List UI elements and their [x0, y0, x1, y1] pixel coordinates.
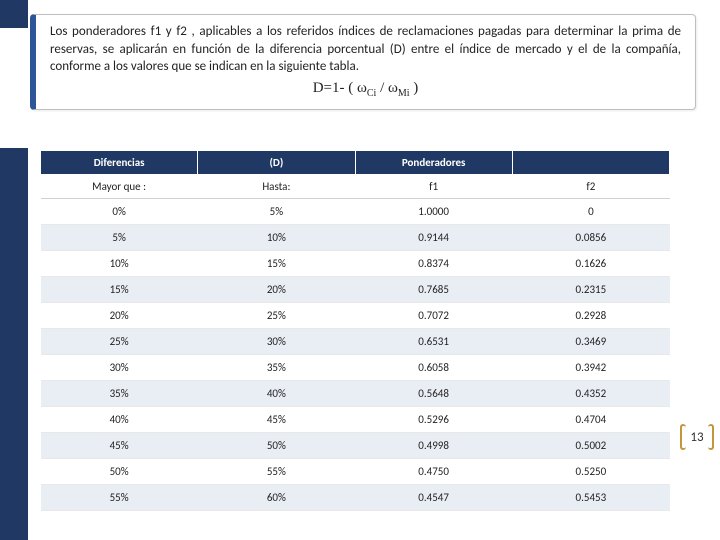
description-box: Los ponderadores f1 y f2 , aplicables a … — [30, 14, 696, 110]
table-cell-from: 5% — [41, 225, 198, 251]
table-cell-f1: 1.0000 — [355, 199, 512, 225]
table-cell-f1: 0.5648 — [355, 381, 512, 407]
table-cell-f2: 0.2928 — [512, 303, 669, 329]
table-cell-f2: 0.1626 — [512, 251, 669, 277]
table-cell-f1: 0.9144 — [355, 225, 512, 251]
table-cell-f2: 0.3469 — [512, 329, 669, 355]
table-cell-from: 30% — [41, 355, 198, 381]
hdr-hasta: Hasta: — [198, 175, 355, 199]
table-cell-to: 45% — [198, 407, 355, 433]
table-cell-from: 10% — [41, 251, 198, 277]
slide: Los ponderadores f1 y f2 , aplicables a … — [0, 0, 720, 540]
table-cell-f2: 0.4704 — [512, 407, 669, 433]
table-cell-f1: 0.4547 — [355, 485, 512, 511]
table-cell-f1: 0.8374 — [355, 251, 512, 277]
table-cell-from: 40% — [41, 407, 198, 433]
table-cell-to: 40% — [198, 381, 355, 407]
table-cell-from: 0% — [41, 199, 198, 225]
table-row: 50%55%0.47500.5250 — [41, 459, 670, 485]
table-cell-f1: 0.4750 — [355, 459, 512, 485]
table-cell-f2: 0.4352 — [512, 381, 669, 407]
table-cell-to: 20% — [198, 277, 355, 303]
table-cell-f2: 0 — [512, 199, 669, 225]
table-cell-f2: 0.3942 — [512, 355, 669, 381]
hdr-ponderadores: Ponderadores — [355, 151, 512, 175]
table-cell-from: 50% — [41, 459, 198, 485]
table-row: 10%15%0.83740.1626 — [41, 251, 670, 277]
table-row: 45%50%0.49980.5002 — [41, 433, 670, 459]
hdr-f1: f1 — [355, 175, 512, 199]
hdr-mayor-que: Mayor que : — [41, 175, 198, 199]
table-row: 35%40%0.56480.4352 — [41, 381, 670, 407]
table-row: 5%10%0.91440.0856 — [41, 225, 670, 251]
table-cell-f1: 0.7685 — [355, 277, 512, 303]
table-row: 55%60%0.45470.5453 — [41, 485, 670, 511]
table-cell-f2: 0.5002 — [512, 433, 669, 459]
page-number: 13 — [686, 430, 707, 445]
hdr-empty — [512, 151, 669, 175]
table-cell-to: 10% — [198, 225, 355, 251]
table-row: 0%5%1.00000 — [41, 199, 670, 225]
table-cell-f1: 0.6058 — [355, 355, 512, 381]
table-cell-from: 20% — [41, 303, 198, 329]
table-row: 25%30%0.65310.3469 — [41, 329, 670, 355]
bracket-right-icon — [708, 424, 714, 450]
formula-sub-ci: Ci — [367, 88, 376, 99]
left-accent-bar-top — [0, 0, 28, 28]
table-cell-to: 25% — [198, 303, 355, 329]
table-cell-to: 5% — [198, 199, 355, 225]
table-cell-to: 60% — [198, 485, 355, 511]
table-cell-f1: 0.6531 — [355, 329, 512, 355]
table-cell-f1: 0.5296 — [355, 407, 512, 433]
table-cell-from: 55% — [41, 485, 198, 511]
table-cell-f1: 0.7072 — [355, 303, 512, 329]
table-cell-f2: 0.0856 — [512, 225, 669, 251]
page-number-badge: 13 — [680, 424, 714, 450]
table-cell-to: 35% — [198, 355, 355, 381]
formula-mid: / ω — [376, 80, 398, 96]
left-accent-bar-bottom — [0, 148, 28, 540]
table-cell-f2: 0.5453 — [512, 485, 669, 511]
table-cell-to: 15% — [198, 251, 355, 277]
table-header-row-2: Mayor que : Hasta: f1 f2 — [41, 175, 670, 199]
ponderadores-table-wrap: Diferencias (D) Ponderadores Mayor que :… — [40, 150, 670, 511]
table-cell-to: 50% — [198, 433, 355, 459]
table-body: 0%5%1.000005%10%0.91440.085610%15%0.8374… — [41, 199, 670, 511]
formula-suffix: ) — [410, 80, 419, 96]
table-row: 20%25%0.70720.2928 — [41, 303, 670, 329]
table-cell-from: 35% — [41, 381, 198, 407]
table-cell-from: 15% — [41, 277, 198, 303]
hdr-d: (D) — [198, 151, 355, 175]
ponderadores-table: Diferencias (D) Ponderadores Mayor que :… — [40, 150, 670, 511]
hdr-f2: f2 — [512, 175, 669, 199]
table-row: 30%35%0.60580.3942 — [41, 355, 670, 381]
table-cell-to: 55% — [198, 459, 355, 485]
hdr-diferencias: Diferencias — [41, 151, 198, 175]
description-text: Los ponderadores f1 y f2 , aplicables a … — [50, 23, 681, 76]
table-row: 40%45%0.52960.4704 — [41, 407, 670, 433]
table-row: 15%20%0.76850.2315 — [41, 277, 670, 303]
table-cell-f1: 0.4998 — [355, 433, 512, 459]
formula-prefix: D=1- ( ω — [313, 80, 367, 96]
formula-sub-mi: Mi — [398, 88, 410, 99]
table-cell-from: 45% — [41, 433, 198, 459]
table-cell-to: 30% — [198, 329, 355, 355]
table-cell-f2: 0.2315 — [512, 277, 669, 303]
table-cell-f2: 0.5250 — [512, 459, 669, 485]
formula: D=1- ( ωCi / ωMi ) — [50, 80, 681, 99]
table-header-row-1: Diferencias (D) Ponderadores — [41, 151, 670, 175]
table-cell-from: 25% — [41, 329, 198, 355]
